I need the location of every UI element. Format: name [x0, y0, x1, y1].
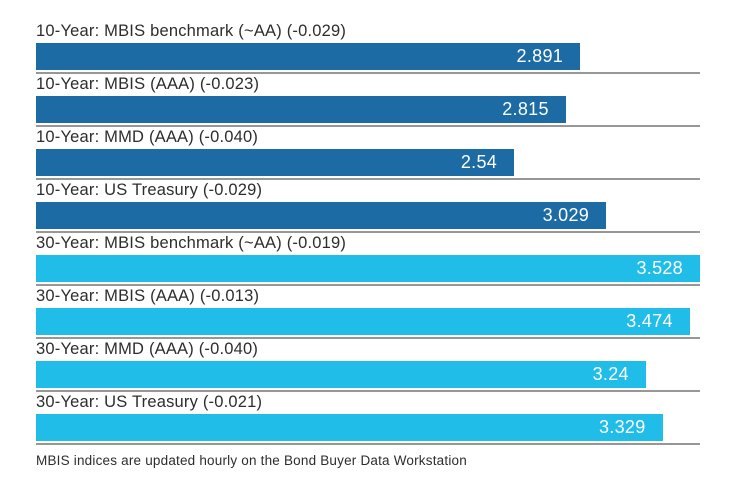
- chart-row: 30-Year: MBIS benchmark (~AA) (-0.019) 3…: [36, 233, 700, 286]
- bar-chart: 10-Year: MBIS benchmark (~AA) (-0.029) 2…: [36, 21, 700, 445]
- bar-label: 10-Year: MBIS benchmark (~AA) (-0.029): [36, 22, 347, 40]
- bar-track: 3.528: [36, 255, 700, 282]
- bar: 3.329: [36, 414, 663, 441]
- bar-track: 3.329: [36, 414, 700, 441]
- row-separator-line: [36, 72, 700, 74]
- bar-value-label: 3.329: [599, 417, 646, 437]
- bar-label: 30-Year: US Treasury (-0.021): [36, 393, 263, 411]
- bar: 2.815: [36, 96, 566, 123]
- row-separator-line: [36, 443, 700, 445]
- chart-row: 10-Year: MBIS benchmark (~AA) (-0.029) 2…: [36, 21, 700, 74]
- bar: 3.029: [36, 202, 607, 229]
- bar-label: 30-Year: MBIS benchmark (~AA) (-0.019): [36, 234, 347, 252]
- bar-value-label: 2.815: [502, 99, 549, 119]
- row-separator-line: [36, 125, 700, 127]
- bar-track: 2.54: [36, 149, 700, 176]
- chart-row: 10-Year: US Treasury (-0.029) 3.029: [36, 180, 700, 233]
- bar: 3.24: [36, 361, 646, 388]
- row-separator-line: [36, 178, 700, 180]
- bar-track: 2.815: [36, 96, 700, 123]
- bar-track: 2.891: [36, 43, 700, 70]
- bar-label: 10-Year: MBIS (AAA) (-0.023): [36, 75, 260, 93]
- bar-label: 10-Year: MMD (AAA) (-0.040): [36, 128, 259, 146]
- bar-value-label: 2.891: [516, 46, 564, 66]
- row-separator-line: [36, 284, 700, 286]
- bar-label: 30-Year: MMD (AAA) (-0.040): [36, 340, 259, 358]
- bar-value-label: 3.24: [592, 364, 629, 384]
- bar-value-label: 3.528: [636, 258, 683, 278]
- bar-label: 10-Year: US Treasury (-0.029): [36, 181, 263, 199]
- chart-row: 30-Year: MBIS (AAA) (-0.013) 3.474: [36, 286, 700, 339]
- chart-row: 30-Year: US Treasury (-0.021) 3.329: [36, 392, 700, 445]
- bar-track: 3.029: [36, 202, 700, 229]
- row-separator-line: [36, 337, 700, 339]
- bar: 2.891: [36, 43, 581, 70]
- bar-value-label: 3.029: [542, 205, 590, 225]
- bar-track: 3.24: [36, 361, 700, 388]
- bar: 3.474: [36, 308, 690, 335]
- bar-value-label: 2.54: [460, 152, 498, 172]
- chart-footnote: MBIS indices are updated hourly on the B…: [36, 453, 467, 468]
- chart-row: 10-Year: MMD (AAA) (-0.040) 2.54: [36, 127, 700, 180]
- bar: 3.528: [36, 255, 700, 282]
- bar-value-label: 3.474: [626, 311, 673, 331]
- bar: 2.54: [36, 149, 515, 176]
- chart-row: 30-Year: MMD (AAA) (-0.040) 3.24: [36, 339, 700, 392]
- chart-row: 10-Year: MBIS (AAA) (-0.023) 2.815: [36, 74, 700, 127]
- bar-track: 3.474: [36, 308, 700, 335]
- row-separator-line: [36, 390, 700, 392]
- row-separator-line: [36, 231, 700, 233]
- bar-label: 30-Year: MBIS (AAA) (-0.013): [36, 287, 260, 305]
